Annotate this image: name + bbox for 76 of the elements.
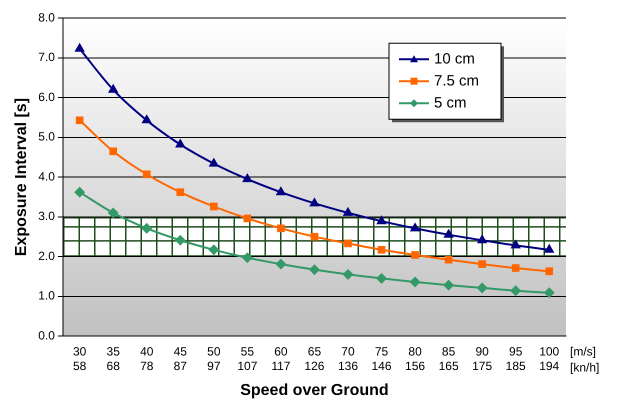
point (344, 240, 352, 248)
y-tick-label: 2.0 (38, 248, 56, 263)
y-tick-label: 4.0 (38, 169, 56, 184)
y-axis-title: Exposure Interval [s] (13, 98, 30, 256)
point (377, 216, 386, 224)
point (510, 286, 521, 296)
point (208, 244, 219, 255)
x-tick-label: 30 58 (72, 344, 87, 373)
x-tick-label: 100 194 (539, 344, 560, 373)
x-tick-label: 70 136 (338, 344, 358, 373)
y-tick-label: 1.0 (38, 288, 56, 303)
point (444, 230, 454, 238)
y-tick-label: 0.0 (38, 328, 56, 342)
point (108, 208, 118, 218)
point (74, 187, 85, 198)
point (444, 256, 452, 264)
point (142, 223, 152, 234)
y-tick-label: 3.0 (38, 209, 56, 224)
point (376, 273, 387, 284)
point (444, 280, 454, 290)
legend-label: 5 cm (434, 94, 467, 112)
point (511, 240, 520, 248)
point (142, 170, 151, 178)
point (477, 282, 488, 293)
point (242, 174, 252, 182)
x-tick-label: 55 107 (237, 344, 258, 373)
point (545, 267, 554, 276)
x-tick-label: 75 146 (372, 344, 392, 373)
point (210, 202, 218, 210)
x-tick-label: 35 68 (106, 344, 120, 373)
point (176, 140, 185, 148)
y-tick-label: 5.0 (38, 130, 56, 144)
x-tick-label: 50 97 (207, 344, 221, 373)
point (411, 251, 419, 259)
point (76, 116, 84, 124)
x-tick-label: 80 156 (405, 344, 426, 373)
point (242, 252, 252, 263)
legend-label: 7.5 cm (434, 72, 480, 90)
point (478, 235, 487, 244)
point (276, 187, 286, 196)
x-tick-label: 90 175 (472, 344, 492, 373)
point (109, 147, 118, 156)
point (277, 224, 285, 232)
point (310, 232, 318, 241)
y-tick-label: 6.0 (38, 90, 56, 104)
point (175, 235, 186, 246)
x-tick-label: 60 117 (271, 344, 291, 373)
y-tick-label: 8.0 (38, 10, 56, 25)
text: [kn/h] (570, 360, 600, 374)
point (309, 264, 320, 275)
point (75, 44, 84, 52)
y-tick-label: 7.0 (38, 50, 56, 64)
x-tick-label: 45 87 (174, 344, 188, 373)
point (310, 198, 319, 206)
x-tick-label: 85 165 (438, 344, 459, 373)
point (276, 259, 286, 270)
point (244, 214, 252, 222)
point (176, 188, 184, 196)
point (378, 246, 386, 254)
text: [m/s] (570, 344, 596, 358)
point (544, 244, 554, 253)
point (544, 288, 554, 298)
point (478, 260, 486, 268)
point (108, 84, 118, 93)
x-tick-label: 40 78 (140, 344, 154, 373)
x-tick-label: 95 185 (506, 344, 526, 373)
point (344, 208, 352, 216)
point (342, 269, 353, 280)
point (410, 276, 420, 287)
x-tick-label: 65 126 (304, 344, 325, 373)
legend-label: 10 cm (434, 50, 475, 68)
point (142, 115, 152, 124)
point (410, 223, 420, 232)
x-axis-title: Speed over Ground (240, 382, 389, 399)
point (209, 158, 218, 167)
point (512, 264, 520, 272)
